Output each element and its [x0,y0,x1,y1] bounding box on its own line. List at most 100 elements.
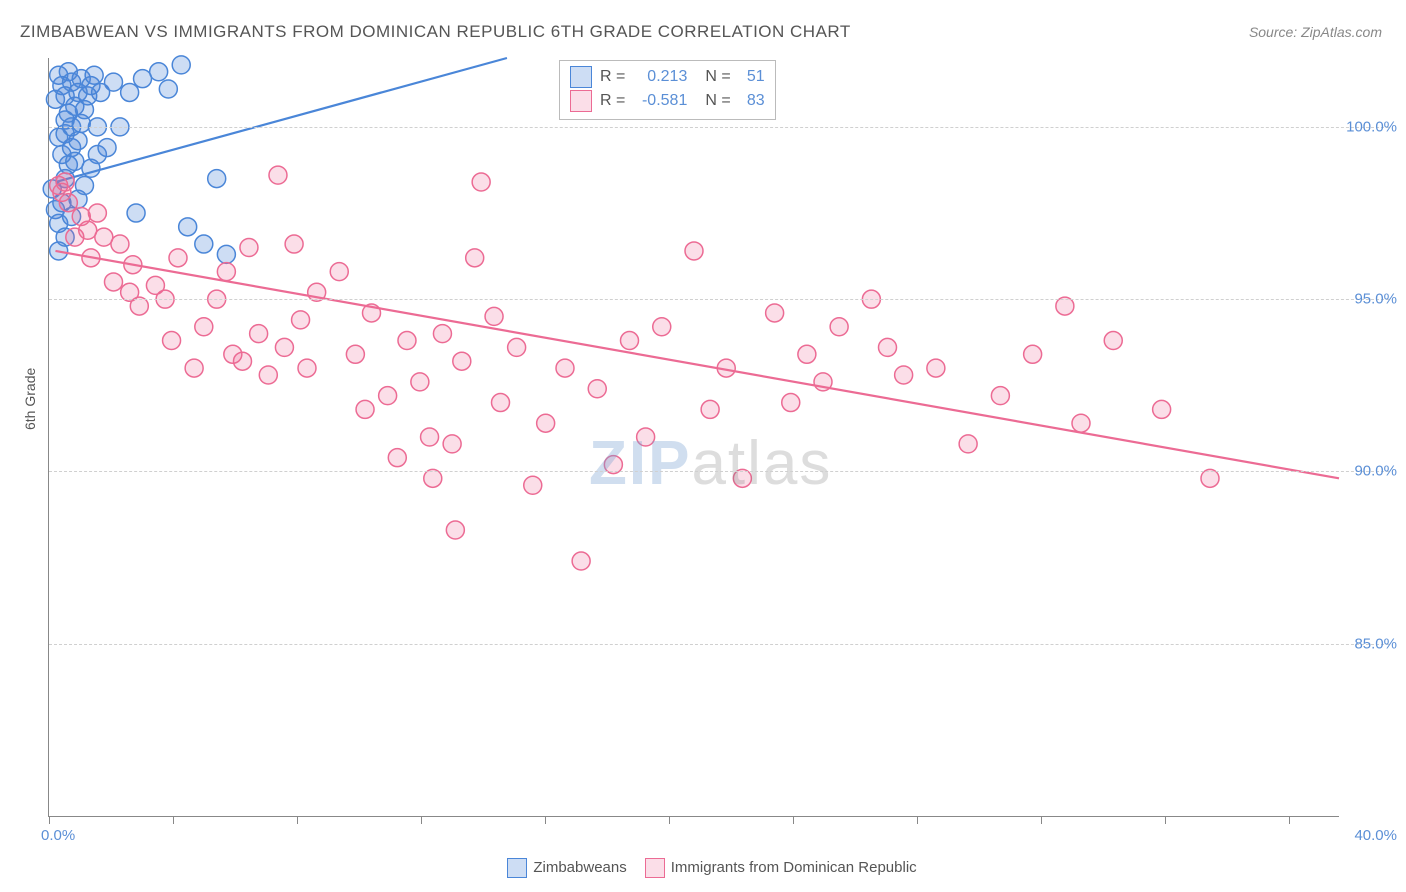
grid-line [49,644,1389,645]
data-point [159,80,177,98]
plot-area: R =0.213N =51R =-0.581N =83 ZIPatlas 0.0… [48,58,1339,817]
data-point [85,66,103,84]
data-point [433,325,451,343]
data-point [56,173,74,191]
data-point [134,70,152,88]
data-point [685,242,703,260]
legend-swatch [507,858,527,878]
data-point [537,414,555,432]
data-point [959,435,977,453]
data-point [472,173,490,191]
data-point [98,139,116,157]
data-point [195,235,213,253]
x-tick [793,816,794,824]
data-point [195,318,213,336]
data-point [443,435,461,453]
data-point [127,204,145,222]
data-point [105,273,123,291]
x-tick [1165,816,1166,824]
data-point [398,332,416,350]
data-point [275,338,293,356]
data-point [524,476,542,494]
x-tick [297,816,298,824]
data-point [1072,414,1090,432]
grid-line [49,127,1389,128]
data-point [292,311,310,329]
data-point [59,194,77,212]
data-point [169,249,187,267]
legend-swatch [570,90,592,112]
x-tick [1289,816,1290,824]
data-point [163,332,181,350]
data-point [446,521,464,539]
stats-row: R =-0.581N =83 [570,89,765,113]
x-tick [49,816,50,824]
data-point [269,166,287,184]
data-point [185,359,203,377]
legend-swatch [645,858,665,878]
data-point [466,249,484,267]
data-point [330,263,348,281]
n-label: N = [705,89,730,113]
x-tick [545,816,546,824]
scatter-svg [49,58,1339,816]
data-point [234,352,252,370]
data-point [766,304,784,322]
data-point [250,325,268,343]
data-point [95,228,113,246]
grid-line [49,299,1389,300]
data-point [111,235,129,253]
data-point [79,221,97,239]
data-point [75,176,93,194]
data-point [621,332,639,350]
x-axis-start-label: 0.0% [41,827,75,844]
y-tick-label: 90.0% [1354,463,1397,480]
legend-label: Zimbabweans [533,859,626,876]
data-point [637,428,655,446]
legend-swatch [570,66,592,88]
x-tick [669,816,670,824]
data-point [1024,345,1042,363]
data-point [782,394,800,412]
data-point [411,373,429,391]
data-point [172,56,190,74]
data-point [66,152,84,170]
data-point [356,400,374,418]
data-point [927,359,945,377]
source-attribution: Source: ZipAtlas.com [1249,24,1382,40]
data-point [701,400,719,418]
data-point [298,359,316,377]
n-label: N = [705,65,730,89]
data-point [217,245,235,263]
data-point [1104,332,1122,350]
data-point [492,394,510,412]
data-point [879,338,897,356]
data-point [179,218,197,236]
data-point [346,345,364,363]
y-tick-label: 100.0% [1346,118,1397,135]
data-point [453,352,471,370]
data-point [88,204,106,222]
data-point [895,366,913,384]
data-point [556,359,574,377]
data-point [217,263,235,281]
y-axis-label: 6th Grade [22,368,38,430]
data-point [285,235,303,253]
stats-legend: R =0.213N =51R =-0.581N =83 [559,60,776,120]
data-point [830,318,848,336]
data-point [379,387,397,405]
x-tick [917,816,918,824]
data-point [208,170,226,188]
stats-row: R =0.213N =51 [570,65,765,89]
data-point [421,428,439,446]
data-point [588,380,606,398]
x-tick [421,816,422,824]
data-point [240,239,258,257]
n-value: 51 [739,65,765,89]
data-point [572,552,590,570]
grid-line [49,471,1389,472]
r-value: 0.213 [633,65,687,89]
x-tick [173,816,174,824]
data-point [69,132,87,150]
legend-bottom: ZimbabweansImmigrants from Dominican Rep… [0,858,1406,878]
